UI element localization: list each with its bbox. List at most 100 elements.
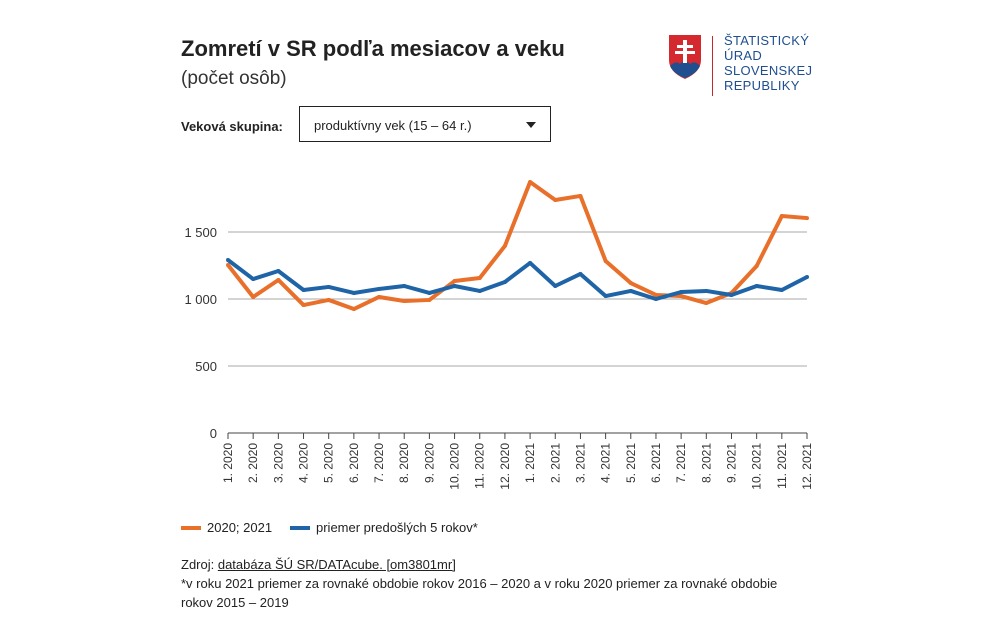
data-point bbox=[578, 271, 583, 276]
x-tick-label: 5. 2020 bbox=[322, 443, 336, 483]
legend-label: priemer predošlých 5 rokov* bbox=[316, 520, 478, 535]
logo-line: ÚRAD bbox=[724, 48, 763, 63]
data-point bbox=[553, 197, 558, 202]
source-note: Zdroj: databáza ŠÚ SR/DATAcube. [om3801m… bbox=[181, 555, 801, 612]
data-point bbox=[226, 258, 230, 263]
x-tick-label: 11. 2021 bbox=[775, 443, 789, 489]
x-tick-label: 4. 2020 bbox=[297, 443, 311, 483]
slovak-coat-of-arms-icon bbox=[669, 35, 701, 79]
data-point bbox=[603, 294, 608, 299]
x-tick-label: 10. 2021 bbox=[750, 443, 764, 490]
data-point bbox=[326, 297, 331, 302]
data-point bbox=[528, 260, 533, 265]
legend-label: 2020; 2021 bbox=[207, 520, 273, 535]
x-tick-label: 9. 2020 bbox=[422, 443, 436, 483]
data-point bbox=[427, 297, 432, 302]
data-point bbox=[427, 290, 432, 295]
data-point bbox=[226, 262, 230, 267]
y-tick-label: 1 000 bbox=[184, 292, 217, 307]
age-group-value: produktívny vek (15 – 64 r.) bbox=[314, 118, 472, 133]
data-point bbox=[351, 290, 356, 295]
x-tick-label: 8. 2020 bbox=[397, 443, 411, 483]
x-tick-label: 6. 2020 bbox=[347, 443, 361, 483]
x-tick-label: 12. 2021 bbox=[800, 443, 814, 490]
y-tick-label: 1 500 bbox=[184, 225, 217, 240]
x-tick-label: 2. 2020 bbox=[246, 443, 260, 483]
age-group-label: Veková skupina: bbox=[181, 119, 283, 134]
footnote: *v roku 2021 priemer za rovnaké obdobie … bbox=[181, 576, 778, 610]
data-point bbox=[779, 288, 784, 293]
data-point bbox=[477, 275, 482, 280]
data-point bbox=[301, 288, 306, 293]
data-point bbox=[805, 216, 809, 221]
data-point bbox=[528, 180, 533, 185]
legend-item-orange[interactable]: 2020; 2021 bbox=[181, 520, 272, 535]
data-point bbox=[452, 279, 457, 284]
data-point bbox=[729, 292, 734, 297]
x-tick-label: 1. 2020 bbox=[221, 443, 235, 483]
x-tick-label: 2. 2021 bbox=[548, 443, 562, 483]
data-point bbox=[276, 268, 281, 273]
series-line-0 bbox=[226, 180, 808, 312]
data-point bbox=[301, 303, 306, 308]
y-tick-label: 0 bbox=[210, 426, 217, 441]
data-point bbox=[477, 288, 482, 293]
legend-item-blue[interactable]: priemer predošlých 5 rokov* bbox=[290, 520, 478, 535]
x-tick-label: 6. 2021 bbox=[649, 443, 663, 483]
data-point bbox=[679, 290, 684, 295]
data-point bbox=[704, 301, 709, 306]
data-point bbox=[805, 275, 809, 280]
data-point bbox=[402, 299, 407, 304]
data-point bbox=[502, 279, 507, 284]
logo-text: ŠTATISTICKÝ ÚRAD SLOVENSKEJ REPUBLIKY bbox=[724, 33, 812, 93]
data-point bbox=[754, 264, 759, 269]
data-point bbox=[653, 297, 658, 301]
y-tick-label: 500 bbox=[195, 359, 217, 374]
data-point bbox=[326, 284, 331, 289]
data-point bbox=[251, 277, 256, 282]
x-tick-label: 4. 2021 bbox=[599, 443, 613, 483]
legend-swatch bbox=[181, 525, 201, 530]
source-prefix: Zdroj: bbox=[181, 557, 218, 572]
logo-line: ŠTATISTICKÝ bbox=[724, 33, 810, 48]
legend-swatch bbox=[290, 525, 310, 530]
data-point bbox=[628, 281, 633, 286]
logo-line: SLOVENSKEJ bbox=[724, 63, 813, 78]
x-tick-label: 9. 2021 bbox=[724, 443, 738, 483]
data-point bbox=[779, 214, 784, 219]
x-tick-label: 3. 2021 bbox=[573, 443, 587, 483]
data-point bbox=[553, 284, 558, 289]
x-tick-label: 8. 2021 bbox=[699, 443, 713, 483]
x-tick-label: 11. 2020 bbox=[473, 443, 487, 489]
data-point bbox=[402, 284, 407, 289]
source-link[interactable]: databáza ŠÚ SR/DATAcube. [om3801mr] bbox=[217, 557, 456, 572]
x-tick-label: 7. 2021 bbox=[674, 443, 688, 483]
x-tick-label: 12. 2020 bbox=[498, 443, 512, 490]
x-tick-label: 3. 2020 bbox=[271, 443, 285, 483]
data-point bbox=[704, 288, 709, 293]
x-tick-label: 1. 2021 bbox=[523, 443, 537, 483]
x-tick-label: 7. 2020 bbox=[372, 443, 386, 483]
chart-subtitle: (počet osôb) bbox=[181, 68, 287, 89]
age-group-select[interactable]: produktívny vek (15 – 64 r.) bbox=[299, 106, 551, 142]
chevron-down-icon bbox=[526, 122, 536, 128]
data-point bbox=[251, 294, 256, 299]
data-point bbox=[578, 193, 583, 198]
data-point bbox=[628, 288, 633, 293]
logo-divider bbox=[712, 36, 713, 96]
data-point bbox=[276, 277, 281, 282]
chart-title: Zomretí v SR podľa mesiacov a veku bbox=[181, 36, 565, 61]
data-point bbox=[653, 292, 658, 297]
logo-line: REPUBLIKY bbox=[724, 78, 800, 93]
data-point bbox=[377, 294, 382, 299]
x-tick-label: 10. 2020 bbox=[448, 443, 462, 490]
x-tick-label: 5. 2021 bbox=[624, 443, 638, 483]
data-point bbox=[754, 284, 759, 289]
data-point bbox=[502, 243, 507, 248]
data-point bbox=[452, 284, 457, 289]
data-point bbox=[679, 294, 684, 299]
data-point bbox=[351, 307, 356, 312]
data-point bbox=[377, 286, 382, 291]
